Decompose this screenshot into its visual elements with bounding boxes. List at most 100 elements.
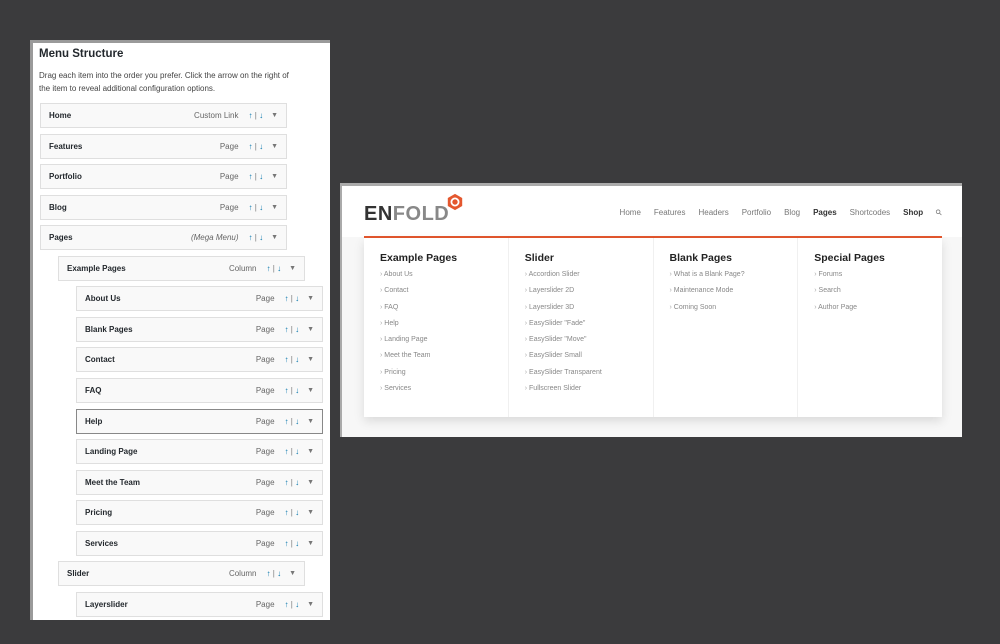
menu-item-row[interactable]: Features Page ↑ | ↓ ▼ [40,133,287,159]
move-up-icon[interactable]: ↑ [266,569,271,579]
expand-arrow-icon[interactable]: ▼ [307,325,314,333]
nav-item-headers[interactable]: Headers [698,208,729,217]
move-up-icon[interactable]: ↑ [284,385,289,395]
move-down-icon[interactable]: ↓ [259,141,264,151]
mega-menu-link[interactable]: Layerslider 2D [525,285,653,301]
logo[interactable]: ENFOLD [364,203,449,226]
mega-menu-link[interactable]: Landing Page [380,334,508,350]
mega-menu-link[interactable]: FAQ [380,302,508,318]
move-up-icon[interactable]: ↑ [248,233,253,243]
expand-arrow-icon[interactable]: ▼ [289,264,296,272]
move-up-icon[interactable]: ↑ [284,355,289,365]
mega-menu-link[interactable]: Help [380,318,508,334]
expand-arrow-icon[interactable]: ▼ [271,112,278,119]
expand-arrow-icon[interactable]: ▼ [307,539,314,547]
menu-item-row[interactable]: FAQ Page ↑ | ↓ ▼ [76,377,323,403]
nav-item-pages[interactable]: Pages [813,208,837,217]
mega-menu-link[interactable]: Meet the Team [380,350,508,366]
move-down-icon[interactable]: ↓ [259,172,264,182]
mega-menu-link[interactable]: Contact [380,285,508,301]
move-down-icon[interactable]: ↓ [295,355,300,365]
menu-item-row[interactable]: Help Page ↑ | ↓ ▼ [76,408,323,434]
move-up-icon[interactable]: ↑ [284,324,289,334]
move-down-icon[interactable]: ↓ [295,599,300,609]
mega-menu-link[interactable]: Forums [814,269,942,285]
mega-menu-link[interactable]: What is a Blank Page? [670,269,798,285]
mega-menu-link[interactable]: EasySlider Small [525,350,653,366]
menu-item-row[interactable]: About Us Page ↑ | ↓ ▼ [76,286,323,312]
mega-menu-link[interactable]: Pricing [380,367,508,383]
expand-arrow-icon[interactable]: ▼ [307,295,314,303]
move-up-icon[interactable]: ↑ [248,141,253,151]
menu-item-row[interactable]: Services Page ↑ | ↓ ▼ [76,530,323,556]
mega-menu-link[interactable]: EasySlider Transparent [525,367,653,383]
expand-arrow-icon[interactable]: ▼ [271,234,278,242]
mega-menu-link[interactable]: Layerslider 3D [525,302,653,318]
move-down-icon[interactable]: ↓ [277,569,282,579]
menu-item-row[interactable]: Meet the Team Page ↑ | ↓ ▼ [76,469,323,495]
move-up-icon[interactable]: ↑ [284,599,289,609]
mega-menu-link[interactable]: Accordion Slider [525,269,653,285]
menu-item-row[interactable]: Pricing Page ↑ | ↓ ▼ [76,500,323,526]
column-title[interactable]: Special Pages [814,252,885,264]
nav-item-shortcodes[interactable]: Shortcodes [849,208,891,217]
move-up-icon[interactable]: ↑ [248,172,253,182]
nav-item-features[interactable]: Features [653,208,686,217]
menu-item-row[interactable]: Contact Page ↑ | ↓ ▼ [76,347,323,373]
move-up-icon[interactable]: ↑ [284,538,289,548]
expand-arrow-icon[interactable]: ▼ [307,478,314,486]
nav-item-portfolio[interactable]: Portfolio [741,208,772,217]
mega-menu-link[interactable]: Author Page [814,302,942,318]
move-down-icon[interactable]: ↓ [259,233,264,243]
move-down-icon[interactable]: ↓ [295,477,300,487]
search-icon[interactable]: ⚲ [933,207,945,218]
mega-menu-link[interactable]: Services [380,383,508,399]
menu-item-row[interactable]: Blank Pages Page ↑ | ↓ ▼ [76,316,323,342]
move-up-icon[interactable]: ↑ [248,111,253,120]
move-up-icon[interactable]: ↑ [248,202,253,212]
menu-item-row[interactable]: Blog Page ↑ | ↓ ▼ [40,194,287,220]
move-up-icon[interactable]: ↑ [284,508,289,518]
move-down-icon[interactable]: ↓ [259,111,264,120]
mega-menu-link[interactable]: EasySlider "Move" [525,334,653,350]
move-up-icon[interactable]: ↑ [284,416,289,426]
expand-arrow-icon[interactable]: ▼ [307,600,314,608]
move-down-icon[interactable]: ↓ [295,294,300,304]
expand-arrow-icon[interactable]: ▼ [271,203,278,211]
expand-arrow-icon[interactable]: ▼ [307,417,314,425]
column-title[interactable]: Example Pages [380,252,458,264]
mega-menu-link[interactable]: Maintenance Mode [670,285,798,301]
move-up-icon[interactable]: ↑ [266,263,271,273]
move-down-icon[interactable]: ↓ [259,202,264,212]
menu-item-row[interactable]: Example Pages Column ↑ | ↓ ▼ [58,255,305,281]
column-title[interactable]: Blank Pages [669,252,732,264]
mega-menu-link[interactable]: Coming Soon [670,302,798,318]
move-down-icon[interactable]: ↓ [295,324,300,334]
mega-menu-link[interactable]: About Us [380,269,508,285]
expand-arrow-icon[interactable]: ▼ [307,356,314,364]
move-down-icon[interactable]: ↓ [295,538,300,548]
nav-item-shop[interactable]: Shop [903,208,924,217]
expand-arrow-icon[interactable]: ▼ [307,386,314,394]
move-down-icon[interactable]: ↓ [295,508,300,518]
move-up-icon[interactable]: ↑ [284,294,289,304]
menu-item-row[interactable]: Home Custom Link ↑ | ↓ ▼ [40,103,287,128]
move-up-icon[interactable]: ↑ [284,447,289,457]
menu-item-row[interactable]: Landing Page Page ↑ | ↓ ▼ [76,439,323,465]
column-title[interactable]: Slider [524,252,554,264]
expand-arrow-icon[interactable]: ▼ [271,173,278,181]
move-up-icon[interactable]: ↑ [284,477,289,487]
menu-item-row[interactable]: Slider Column ↑ | ↓ ▼ [58,561,305,587]
expand-arrow-icon[interactable]: ▼ [271,142,278,150]
menu-item-row[interactable]: Layerslider Page ↑ | ↓ ▼ [76,591,323,617]
mega-menu-link[interactable]: EasySlider "Fade" [525,318,653,334]
move-down-icon[interactable]: ↓ [295,385,300,395]
expand-arrow-icon[interactable]: ▼ [307,509,314,517]
menu-item-row[interactable]: Pages (Mega Menu) ↑ | ↓ ▼ [40,225,287,251]
mega-menu-link[interactable]: Fullscreen Slider [525,383,653,399]
move-down-icon[interactable]: ↓ [295,416,300,426]
mega-menu-link[interactable]: Search [814,285,942,301]
expand-arrow-icon[interactable]: ▼ [307,448,314,456]
menu-item-row[interactable]: Portfolio Page ↑ | ↓ ▼ [40,164,287,190]
expand-arrow-icon[interactable]: ▼ [289,570,296,578]
